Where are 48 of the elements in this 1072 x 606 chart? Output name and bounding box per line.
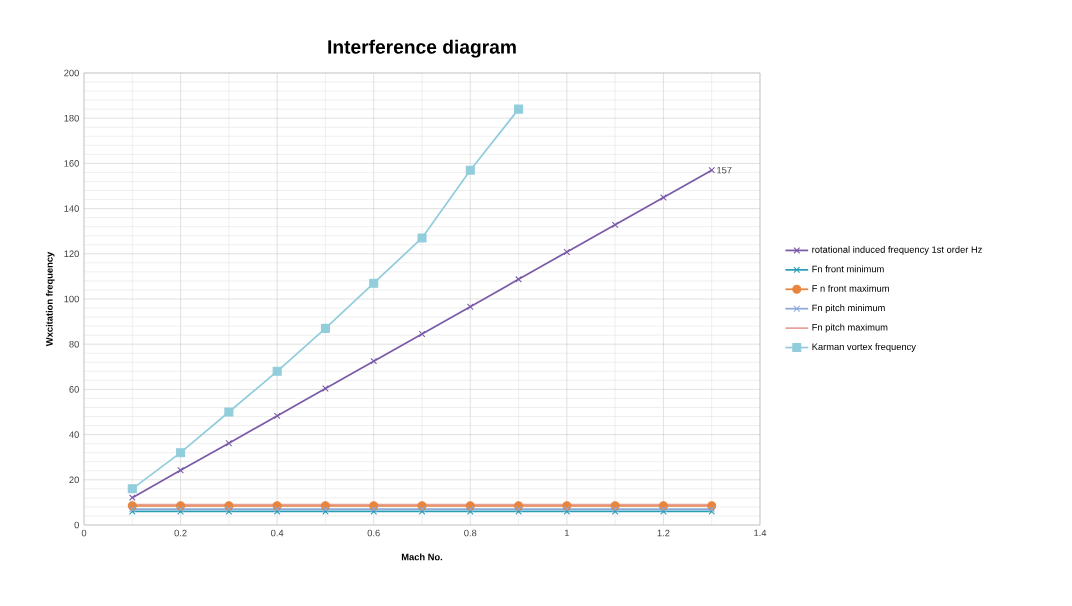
point [466, 303, 474, 311]
point [465, 165, 475, 175]
point [563, 248, 571, 256]
point [224, 407, 234, 417]
x-tick-label: 0.8 [464, 529, 477, 537]
x-tick-label: 0.6 [367, 529, 380, 537]
x-tick-label: 0.4 [271, 529, 284, 537]
y-tick-label: 80 [69, 340, 79, 348]
y-tick-label: 20 [69, 476, 79, 484]
point [417, 233, 427, 243]
x-tick-label: 1.2 [657, 529, 670, 537]
y-tick-label: 140 [64, 205, 79, 212]
point [273, 412, 281, 420]
point [177, 466, 184, 474]
chart-title: Interference diagram [328, 39, 516, 58]
point [708, 166, 716, 174]
x-tick-label: 0.2 [174, 529, 187, 537]
point [370, 357, 378, 365]
y-tick-label: 0 [74, 521, 79, 529]
legend-label: Fn pitch maximum [812, 323, 888, 333]
y-tick-label: 120 [64, 250, 79, 258]
x-tick-label: 1.4 [754, 529, 767, 537]
x-axis-title: Mach No. [401, 553, 443, 561]
y-tick-label: 40 [69, 431, 79, 438]
legend-label: Karman vortex frequency [812, 343, 916, 352]
y-axis-title: Wxcitation frequency [45, 251, 55, 347]
point [515, 275, 522, 283]
point [660, 194, 667, 201]
point [225, 439, 233, 447]
point [320, 323, 330, 333]
y-tick-label: 100 [64, 295, 79, 303]
x-tick-label: 0 [81, 529, 87, 537]
y-tick-label: 160 [64, 160, 79, 167]
legend-label: Fn pitch minimum [812, 304, 885, 314]
point [369, 278, 379, 288]
point [611, 221, 619, 229]
point [176, 448, 186, 458]
point [272, 366, 282, 376]
legend-label: Fn front minimum [812, 265, 884, 273]
data-label: 157 [717, 166, 732, 174]
y-tick-label: 60 [69, 386, 79, 393]
y-tick-label: 200 [64, 69, 79, 77]
legend-label: rotational induced frequency 1st order Hz [812, 246, 982, 255]
y-tick-label: 180 [64, 114, 79, 122]
legend-label: F n front maximum [812, 284, 889, 292]
point [514, 104, 524, 114]
point [127, 484, 137, 494]
x-tick-label: 1 [564, 529, 569, 537]
